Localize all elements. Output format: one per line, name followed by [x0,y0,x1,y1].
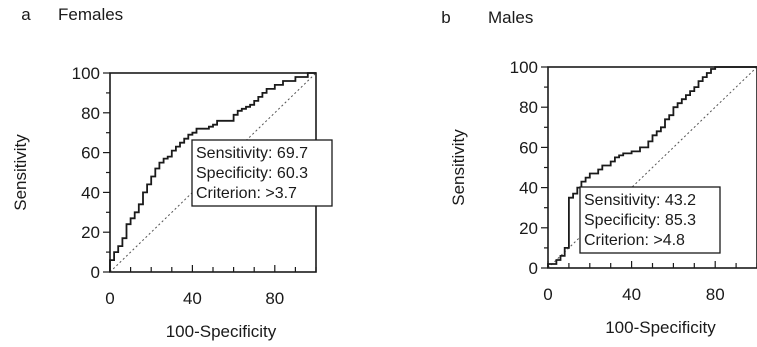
criterion-box [191,139,333,207]
roc-curve-line [547,66,757,268]
criterion-box-line: Sensitivity: 43.2 [584,192,696,209]
x-axis-label: 100-Specificity [166,322,277,341]
x-tick-label: 80 [265,289,284,308]
criterion-box-line: Specificity: 60.3 [196,165,308,182]
y-tick-label: 100 [72,64,100,83]
x-tick-label: 80 [706,285,725,304]
panel-b-males: b Males 0 40 80 0 20 40 60 80 100 100-Specificity Se… [441,8,757,337]
x-tick-label: 40 [183,289,202,308]
reference-diagonal-line [547,66,757,269]
y-tick-label: 0 [529,259,538,278]
x-tick-label: 40 [622,285,641,304]
criterion-box-line: Criterion: >3.7 [196,185,297,202]
y-tick-label: 40 [519,179,538,198]
y-axis-label: Sensitivity [11,134,30,211]
reference-diagonal-line [109,72,317,273]
panel-title: Males [488,8,533,27]
x-axis-label: 100-Specificity [605,318,716,337]
roc-curve-line [109,72,316,272]
panel-a-females: a Females 0 40 80 0 20 40 60 80 100 100-Specificity… [11,5,333,341]
y-tick-label: 80 [81,104,100,123]
panel-letter: b [441,8,450,27]
y-tick-label: 0 [91,263,100,282]
x-tick-label: 0 [543,285,552,304]
y-tick-label: 20 [519,219,538,238]
y-tick-label: 20 [81,223,100,242]
y-tick-label: 80 [519,98,538,117]
y-tick-label: 60 [519,138,538,157]
y-axis-label: Sensitivity [449,129,468,206]
y-tick-label: 60 [81,144,100,163]
criterion-box-line: Criterion: >4.8 [584,232,685,249]
panel-letter: a [21,5,31,24]
criterion-box-line: Specificity: 85.3 [584,212,696,229]
panel-title: Females [58,5,123,24]
x-tick-label: 0 [105,289,114,308]
criterion-box-line: Sensitivity: 69.7 [196,145,308,162]
y-tick-label: 40 [81,183,100,202]
criterion-box [579,186,721,254]
y-tick-label: 100 [510,58,538,77]
